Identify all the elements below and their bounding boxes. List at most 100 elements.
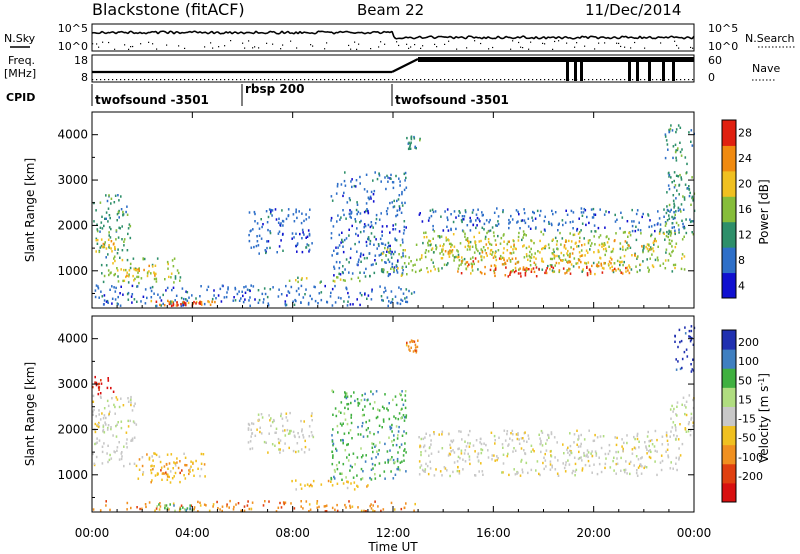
velocity-y-ticks: 1000 2000 3000 4000 xyxy=(57,315,694,498)
data-region-11 xyxy=(406,135,421,151)
y-tick-label: 1000 xyxy=(57,468,88,482)
power-colorbar-label: Power [dB] xyxy=(757,179,771,244)
x-tick-label: 12:00 xyxy=(376,526,411,540)
data-region-14 xyxy=(431,239,657,260)
cpid-segment-2: rbsp 200 xyxy=(245,82,304,96)
nsearch-tick-low: 10^0 xyxy=(708,40,738,53)
data-region-8 xyxy=(288,275,367,284)
data-region-16 xyxy=(494,266,592,278)
data-region-12 xyxy=(674,325,696,373)
velocity-colorbar-tick: 100 xyxy=(738,355,759,368)
velocity-colorbar-tick: -50 xyxy=(738,432,756,445)
data-region-10 xyxy=(418,429,684,478)
power-colorbar-tick: 20 xyxy=(738,178,752,191)
power-panel-frame xyxy=(91,111,695,309)
plot-title: Blackstone (fitACF) xyxy=(92,0,245,19)
x-axis-ticks: 00:00 04:00 08:00 12:00 16:00 20:00 00:00 xyxy=(75,112,711,540)
velocity-colorbar-swatch xyxy=(722,482,736,503)
velocity-colorbar-label: Velocity [m s-1] xyxy=(757,373,772,463)
y-tick-label: 4000 xyxy=(57,332,88,346)
velocity-colorbar-tick: -200 xyxy=(738,470,763,483)
x-tick-label: 00:00 xyxy=(75,526,110,540)
data-region-10 xyxy=(380,243,418,277)
velocity-colorbar-swatch xyxy=(722,444,736,465)
x-tick-label: 20:00 xyxy=(576,526,611,540)
power-colorbar-swatch xyxy=(722,247,736,274)
data-region-11 xyxy=(669,394,695,438)
freq-spike xyxy=(580,57,583,81)
data-region-6 xyxy=(172,300,203,307)
velocity-colorbar-swatch xyxy=(722,406,736,427)
nsky-label: N.Sky xyxy=(4,32,36,45)
nsky-tick-low: 10^0 xyxy=(58,40,88,53)
freq-tick-low: 8 xyxy=(81,71,88,84)
freq-tick-high: 18 xyxy=(74,54,88,67)
velocity-colorbar-swatch xyxy=(722,425,736,446)
nsearch-label: N.Search xyxy=(745,32,795,45)
power-colorbar-swatch xyxy=(722,221,736,248)
power-colorbar-tick: 16 xyxy=(738,203,752,216)
y-tick-label: 3000 xyxy=(57,173,88,187)
velocity-colorbar-tick: 15 xyxy=(738,393,752,406)
freq-panel xyxy=(91,54,695,83)
x-axis-label: Time UT xyxy=(367,540,418,554)
cpid-segment-3: twofsound -3501 xyxy=(395,93,509,107)
date-label: 11/Dec/2014 xyxy=(585,1,681,19)
power-colorbar-swatch xyxy=(722,196,736,223)
nsky-trace xyxy=(91,30,695,50)
y-tick-label: 3000 xyxy=(57,377,88,391)
beam-label: Beam 22 xyxy=(357,1,424,19)
velocity-colorbar-frame xyxy=(721,329,737,503)
data-region-5 xyxy=(156,503,194,513)
data-region-4 xyxy=(92,499,416,513)
velocity-colorbar-swatch xyxy=(722,330,736,350)
data-region-9 xyxy=(330,171,408,278)
velocity-colorbar-swatch xyxy=(722,463,736,484)
velocity-colorbar: 200 100 50 15 -15 -50 -100 -200 xyxy=(721,329,763,503)
freq-spike xyxy=(628,57,631,81)
nave-tick-high: 60 xyxy=(708,54,722,67)
x-tick-label: 08:00 xyxy=(275,526,310,540)
data-region-1 xyxy=(95,238,116,253)
velocity-heatmap xyxy=(92,325,696,513)
data-region-12 xyxy=(418,207,685,233)
power-colorbar-swatch xyxy=(722,272,736,299)
power-colorbar-swatch xyxy=(722,120,736,146)
power-colorbar-swatch xyxy=(722,170,736,197)
freq-spike xyxy=(566,57,569,81)
freq-spike xyxy=(672,57,675,81)
power-colorbar-swatch xyxy=(722,145,736,172)
velocity-colorbar-tick: 200 xyxy=(738,336,759,349)
data-region-6 xyxy=(247,411,315,454)
power-colorbar-tick: 24 xyxy=(738,152,752,165)
freq-transition xyxy=(391,58,419,73)
freq-label-line2: [MHz] xyxy=(4,67,36,80)
velocity-colorbar-swatch xyxy=(722,387,736,407)
cpid-label: CPID xyxy=(6,91,35,104)
data-region-15 xyxy=(457,257,631,276)
freq-spike xyxy=(648,57,651,81)
freq-spike xyxy=(662,57,665,81)
data-region-1 xyxy=(92,394,138,468)
nave-label: Nave xyxy=(752,62,780,75)
y-tick-label: 2000 xyxy=(57,422,88,436)
data-region-5 xyxy=(150,299,216,308)
power-y-ticks: 1000 2000 3000 4000 xyxy=(57,111,694,294)
velocity-colorbar-tick: -100 xyxy=(738,451,763,464)
data-region-0 xyxy=(92,375,115,396)
data-region-2 xyxy=(137,452,206,484)
velocity-ylabel: Slant Range [km] xyxy=(23,362,37,466)
x-tick-label: 04:00 xyxy=(175,526,210,540)
data-region-3 xyxy=(156,461,191,477)
power-colorbar-tick: 28 xyxy=(738,127,752,140)
data-region-3 xyxy=(126,264,157,278)
freq-high-band xyxy=(418,57,694,62)
power-colorbar: 28 24 20 16 12 8 4 xyxy=(721,119,752,299)
data-region-4 xyxy=(94,284,416,308)
freq-spike xyxy=(574,57,577,81)
nave-tick-low: 0 xyxy=(708,71,715,84)
power-colorbar-tick: 12 xyxy=(738,228,752,241)
power-ylabel: Slant Range [km] xyxy=(23,158,37,262)
y-tick-label: 1000 xyxy=(57,264,88,278)
